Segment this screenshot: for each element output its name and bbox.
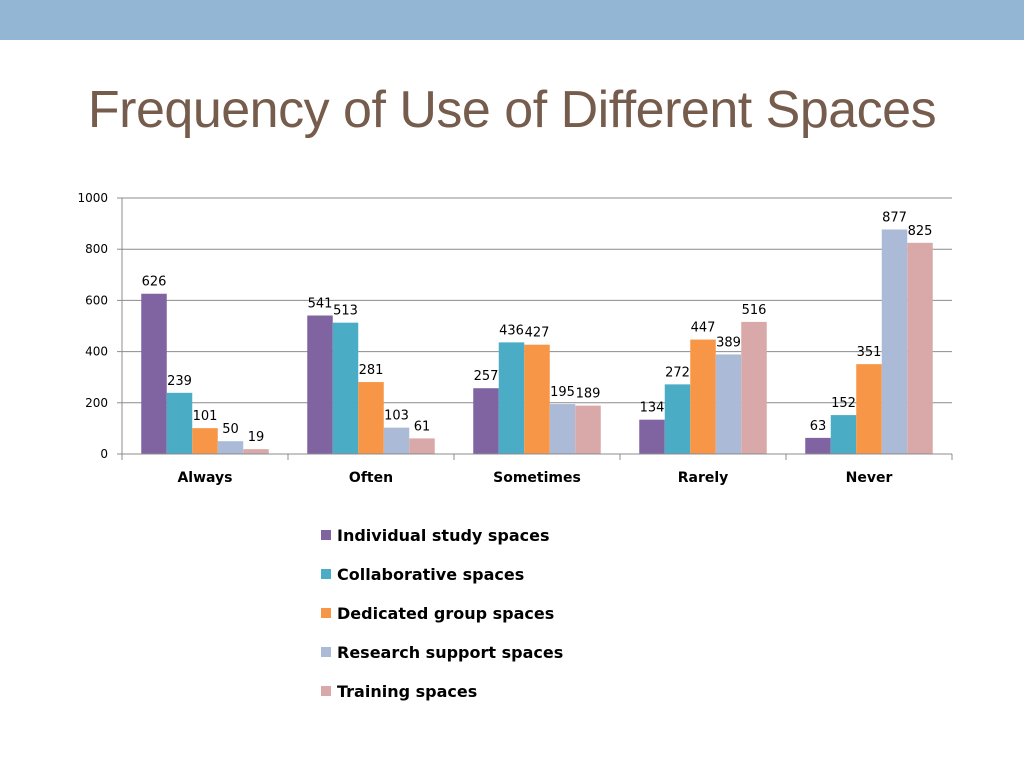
data-label: 626 xyxy=(142,275,167,290)
data-label: 152 xyxy=(831,396,856,411)
data-label: 389 xyxy=(716,335,741,350)
data-label: 516 xyxy=(742,303,767,318)
bar xyxy=(473,388,499,454)
legend-swatch xyxy=(321,647,331,657)
legend-label: Training spaces xyxy=(337,682,477,701)
bar xyxy=(166,392,193,454)
legend-swatch xyxy=(321,530,331,540)
data-label: 447 xyxy=(691,321,716,336)
data-label: 63 xyxy=(810,419,827,434)
data-label: 825 xyxy=(908,224,933,239)
bar xyxy=(741,321,767,454)
bar xyxy=(549,404,576,454)
category-label-sometimes: Sometimes xyxy=(493,470,581,486)
legend-swatch xyxy=(321,608,331,618)
bar xyxy=(409,438,435,454)
bar xyxy=(881,229,908,454)
legend-label: Research support spaces xyxy=(337,643,563,662)
category-label-never: Never xyxy=(846,470,893,486)
bar xyxy=(217,441,244,454)
bar xyxy=(383,427,410,454)
bar xyxy=(907,242,933,454)
data-label: 272 xyxy=(665,365,690,380)
data-label: 351 xyxy=(857,345,882,360)
bar xyxy=(141,293,167,454)
bar xyxy=(856,364,882,454)
top-band xyxy=(0,0,1024,40)
data-label: 19 xyxy=(248,430,265,445)
data-label: 134 xyxy=(640,401,665,416)
axes: 0 200 400 600 800 1000 Always Often Sometimes Rar… xyxy=(77,191,953,486)
bar xyxy=(243,449,269,454)
y-tick-label: 800 xyxy=(85,242,108,256)
data-label: 257 xyxy=(474,369,499,384)
category-label-rarely: Rarely xyxy=(678,470,729,486)
data-label: 513 xyxy=(333,304,358,319)
category-label-always: Always xyxy=(177,470,232,486)
data-label: 541 xyxy=(308,297,333,312)
bar xyxy=(664,384,691,454)
data-label: 101 xyxy=(193,409,218,424)
data-label: 877 xyxy=(882,210,907,225)
bar xyxy=(192,428,218,454)
y-tick-label: 1000 xyxy=(77,191,108,205)
y-tick-label: 200 xyxy=(85,396,108,410)
data-label: 189 xyxy=(576,387,601,402)
bar xyxy=(332,322,359,454)
bar xyxy=(639,419,665,454)
legend-label: Individual study spaces xyxy=(337,526,550,545)
data-label: 436 xyxy=(499,323,524,338)
legend-label: Dedicated group spaces xyxy=(337,604,554,623)
data-label: 239 xyxy=(167,374,192,389)
legend-swatch xyxy=(321,569,331,579)
bar xyxy=(805,437,831,454)
bar xyxy=(358,382,384,454)
data-label: 61 xyxy=(414,419,431,434)
bar xyxy=(524,344,550,454)
bar xyxy=(307,315,333,454)
bar xyxy=(575,405,601,454)
data-label: 103 xyxy=(384,409,409,424)
data-label: 50 xyxy=(222,422,239,437)
legend-swatch xyxy=(321,686,331,696)
category-label-often: Often xyxy=(349,470,393,486)
bar xyxy=(830,415,857,454)
y-tick-label: 600 xyxy=(85,293,108,307)
bar xyxy=(715,354,742,454)
data-label: 281 xyxy=(359,363,384,378)
bars xyxy=(141,229,933,454)
data-labels: 626 541 257 134 63 239 513 436 272 152 101 281 427 44… xyxy=(142,210,933,445)
bar xyxy=(498,342,525,454)
y-tick-label: 400 xyxy=(85,345,108,359)
data-label: 195 xyxy=(550,385,575,400)
legend-label: Collaborative spaces xyxy=(337,565,524,584)
data-label: 427 xyxy=(525,326,550,341)
slide-title: Frequency of Use of Different Spaces xyxy=(87,81,937,139)
legend: Individual study spaces Collaborative spa… xyxy=(321,526,563,701)
y-tick-label: 0 xyxy=(100,447,108,461)
bar xyxy=(690,339,716,454)
